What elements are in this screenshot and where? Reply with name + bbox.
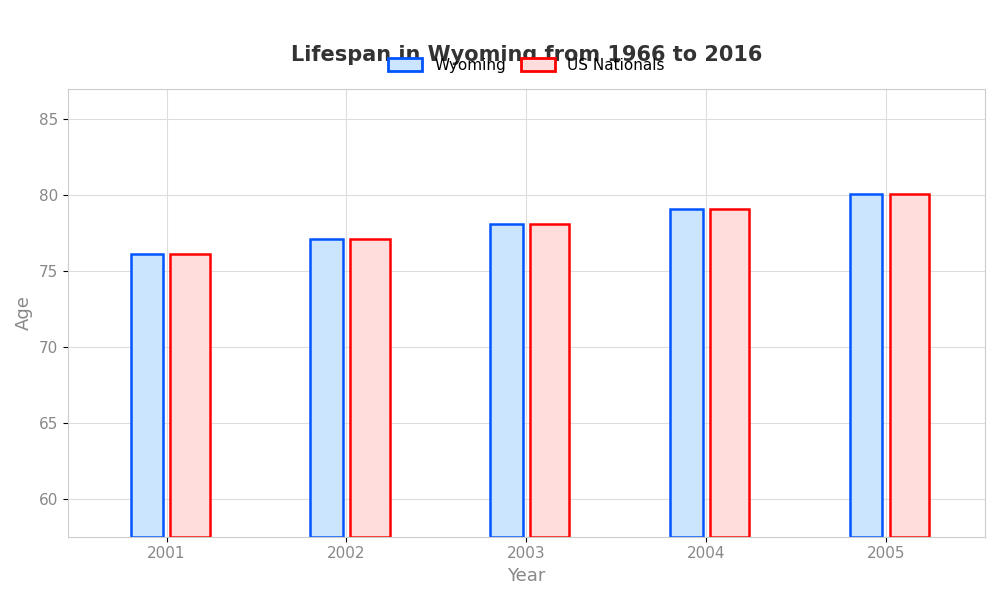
X-axis label: Year: Year [507,567,546,585]
Title: Lifespan in Wyoming from 1966 to 2016: Lifespan in Wyoming from 1966 to 2016 [291,45,762,65]
Bar [310,239,343,537]
Bar [890,194,929,537]
Y-axis label: Age: Age [15,295,33,330]
Bar [490,224,523,537]
Bar [170,254,210,537]
Bar [710,209,749,537]
Bar [350,239,390,537]
Bar [131,254,163,537]
Bar [850,194,882,537]
Bar [670,209,703,537]
Bar [530,224,569,537]
Legend: Wyoming, US Nationals: Wyoming, US Nationals [382,52,671,79]
